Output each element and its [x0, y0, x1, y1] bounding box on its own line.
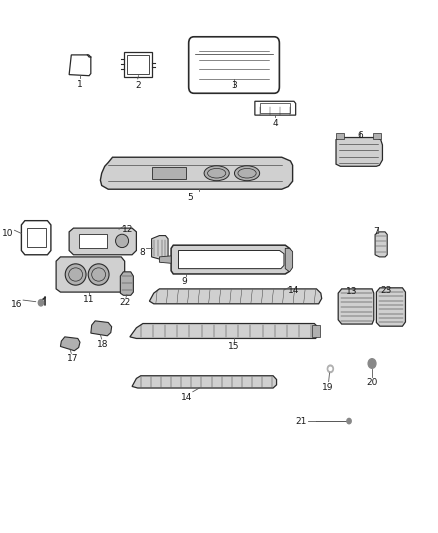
- Text: 17: 17: [67, 354, 78, 364]
- Polygon shape: [179, 251, 284, 269]
- Polygon shape: [149, 289, 321, 304]
- Polygon shape: [91, 321, 112, 336]
- Text: 6: 6: [357, 131, 363, 140]
- Text: 11: 11: [83, 295, 95, 304]
- Bar: [373, 133, 381, 139]
- Polygon shape: [152, 236, 168, 259]
- Polygon shape: [336, 138, 382, 166]
- Text: 22: 22: [119, 298, 130, 308]
- Text: 12: 12: [122, 225, 134, 235]
- Polygon shape: [132, 376, 276, 388]
- Polygon shape: [171, 245, 291, 274]
- Ellipse shape: [234, 166, 260, 181]
- Ellipse shape: [88, 264, 109, 285]
- Text: 4: 4: [272, 119, 278, 128]
- Text: 15: 15: [228, 342, 240, 351]
- Text: 7: 7: [374, 227, 379, 236]
- Bar: [336, 133, 344, 139]
- Text: 13: 13: [346, 287, 357, 296]
- Polygon shape: [120, 272, 133, 295]
- Text: 19: 19: [321, 383, 333, 392]
- Polygon shape: [100, 157, 293, 189]
- Ellipse shape: [65, 264, 86, 285]
- Circle shape: [327, 365, 333, 373]
- Text: 14: 14: [180, 393, 192, 402]
- Polygon shape: [375, 232, 387, 257]
- Text: 10: 10: [2, 229, 14, 238]
- Text: 2: 2: [135, 81, 141, 90]
- Ellipse shape: [116, 235, 129, 248]
- Text: 8: 8: [139, 248, 145, 257]
- Bar: [260, 103, 290, 113]
- Ellipse shape: [204, 166, 229, 181]
- Circle shape: [329, 367, 332, 370]
- Polygon shape: [69, 228, 136, 255]
- Text: 1: 1: [77, 80, 83, 89]
- Polygon shape: [60, 337, 80, 351]
- Text: 3: 3: [231, 81, 237, 90]
- Bar: [79, 235, 107, 247]
- Bar: [312, 325, 320, 337]
- Text: 20: 20: [366, 378, 378, 387]
- Polygon shape: [159, 256, 171, 263]
- Text: 5: 5: [188, 193, 194, 202]
- Text: 18: 18: [97, 340, 109, 349]
- Circle shape: [38, 300, 43, 306]
- Circle shape: [347, 418, 351, 424]
- Polygon shape: [376, 288, 406, 326]
- Polygon shape: [338, 289, 374, 324]
- Circle shape: [368, 359, 376, 368]
- Polygon shape: [56, 257, 125, 292]
- Text: 14: 14: [288, 286, 300, 295]
- Bar: [152, 167, 186, 179]
- Polygon shape: [285, 248, 293, 272]
- Text: 21: 21: [296, 417, 307, 425]
- Text: 23: 23: [380, 286, 392, 295]
- Text: 16: 16: [11, 300, 22, 309]
- Polygon shape: [130, 324, 319, 338]
- Text: 9: 9: [181, 277, 187, 286]
